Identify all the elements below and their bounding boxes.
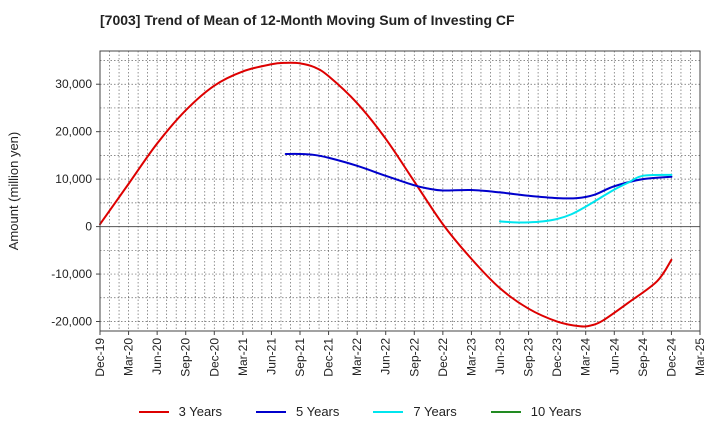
y-tick-label: -10,000 bbox=[51, 267, 92, 281]
y-tick-label: -20,000 bbox=[51, 315, 92, 329]
x-tick-label: Jun-22 bbox=[379, 338, 393, 375]
y-tick-label: 20,000 bbox=[55, 125, 92, 139]
y-tick-layer: 30,000 20,000 10,000 0 -10,000 -20,000 bbox=[51, 77, 100, 329]
legend-item: 5 Years bbox=[256, 404, 339, 419]
x-tick-label: Mar-23 bbox=[464, 338, 478, 376]
legend-item: 7 Years bbox=[373, 404, 457, 419]
legend-swatch bbox=[256, 410, 286, 413]
y-tick-label: 0 bbox=[85, 220, 92, 234]
series-line-5-years bbox=[284, 152, 673, 200]
x-tick-label: Dec-24 bbox=[664, 338, 678, 377]
x-tick-label: Dec-19 bbox=[93, 338, 107, 377]
x-tick-label: Sep-21 bbox=[293, 338, 307, 377]
x-tick-label: Dec-22 bbox=[436, 338, 450, 377]
x-tick-label: Dec-21 bbox=[322, 338, 336, 377]
chart-title: [7003] Trend of Mean of 12-Month Moving … bbox=[100, 12, 515, 28]
x-tick-label: Dec-20 bbox=[207, 338, 221, 377]
x-tick-label: Mar-22 bbox=[350, 338, 364, 376]
series-line-7-years bbox=[499, 173, 673, 224]
plot-frame bbox=[99, 50, 701, 332]
legend-swatch bbox=[490, 410, 521, 413]
y-tick-label: 10,000 bbox=[55, 172, 92, 186]
x-tick-label: Jun-20 bbox=[150, 338, 164, 375]
y-axis-title: Amount (million yen) bbox=[6, 132, 21, 251]
series-line-3-years bbox=[99, 61, 673, 328]
x-tick-label: Sep-20 bbox=[179, 338, 193, 377]
x-tick-label: Dec-23 bbox=[550, 338, 564, 377]
x-tick-label: Jun-21 bbox=[264, 338, 278, 375]
x-tick-label: Mar-21 bbox=[236, 338, 250, 376]
x-tick-label: Jun-24 bbox=[607, 338, 621, 375]
legend: 3 Years 5 Years 7 Years 10 Years bbox=[0, 404, 720, 419]
legend-item: 10 Years bbox=[490, 404, 582, 419]
x-tick-label: Mar-20 bbox=[122, 338, 136, 376]
x-tick-label: Sep-23 bbox=[522, 338, 536, 377]
legend-swatch bbox=[373, 410, 404, 413]
legend-label: 10 Years bbox=[530, 404, 582, 419]
x-tick-label: Jun-23 bbox=[493, 338, 507, 375]
series-layer bbox=[99, 61, 673, 328]
legend-label: 5 Years bbox=[296, 404, 340, 419]
x-tick-label: Mar-25 bbox=[693, 338, 707, 376]
grid-layer bbox=[100, 51, 700, 331]
legend-label: 7 Years bbox=[413, 404, 457, 419]
x-tick-label: Sep-22 bbox=[407, 338, 421, 377]
x-tick-layer: Dec-19 Mar-20 Jun-20 Sep-20 Dec-20 Mar-21 Jun-… bbox=[93, 331, 707, 377]
legend-swatch bbox=[138, 410, 169, 413]
x-tick-label: Mar-24 bbox=[579, 338, 593, 376]
legend-item: 3 Years bbox=[138, 404, 222, 419]
y-tick-label: 30,000 bbox=[55, 77, 92, 91]
x-tick-label: Sep-24 bbox=[636, 338, 650, 377]
legend-label: 3 Years bbox=[178, 404, 222, 419]
